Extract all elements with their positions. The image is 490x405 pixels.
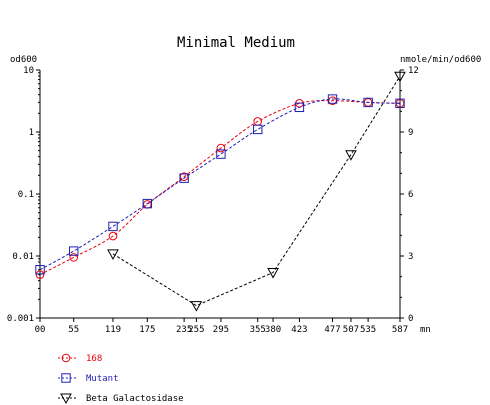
- x-tick-label: 587: [392, 325, 408, 335]
- data-point-168: [69, 253, 79, 262]
- x-unit-label: mn: [420, 325, 431, 335]
- x-tick-label: 295: [213, 325, 229, 335]
- data-point-mutant: [216, 149, 226, 159]
- x-tick-label: 00: [35, 325, 46, 335]
- legend-marker-beta-galactosidase: [60, 393, 72, 405]
- data-point-mutant: [108, 221, 118, 232]
- data-point-beta-galactosidase: [267, 268, 279, 279]
- legend-marker-168: [61, 353, 71, 363]
- x-tick-label: 380: [265, 325, 281, 335]
- x-tick-label: 175: [139, 325, 155, 335]
- data-point-mutant: [253, 124, 263, 135]
- left-tick-label: 10: [23, 66, 34, 76]
- data-point-beta-galactosidase: [394, 71, 406, 83]
- series-line-168: [39, 100, 401, 276]
- data-point-mutant: [179, 173, 189, 183]
- x-tick-label: 477: [324, 325, 340, 335]
- data-point-mutant: [363, 97, 373, 108]
- right-tick-label: 3: [408, 252, 413, 262]
- x-tick-label: 255: [188, 325, 204, 335]
- data-point-168: [108, 231, 118, 241]
- data-point-beta-galactosidase: [107, 249, 119, 260]
- legend-label-mutant: Mutant: [86, 374, 119, 384]
- data-point-beta-galactosidase: [190, 301, 203, 312]
- left-tick-label: 0.01: [12, 252, 34, 262]
- right-tick-label: 9: [408, 128, 413, 138]
- right-tick-label: 6: [408, 190, 413, 200]
- chart-title: Minimal Medium: [177, 35, 295, 51]
- legend-label-168: 168: [86, 354, 102, 364]
- x-tick-label: 55: [68, 325, 79, 335]
- data-point-mutant: [142, 198, 153, 209]
- data-point-168: [35, 270, 45, 279]
- right-axis-label: nmole/min/od600: [400, 55, 481, 65]
- x-tick-label: 355: [250, 325, 266, 335]
- left-axis-label: od600: [10, 55, 37, 65]
- data-point-mutant: [395, 98, 405, 109]
- data-point-beta-galactosidase: [345, 150, 357, 161]
- left-tick-label: 0.001: [7, 314, 34, 324]
- legend: 168 Mutant Beta Galactosidase: [58, 353, 184, 405]
- series-line-beta-galactosidase: [112, 75, 401, 307]
- x-tick-label: 235: [176, 325, 192, 335]
- x-tick-label: 119: [105, 325, 121, 335]
- data-point-168: [143, 200, 152, 209]
- data-point-mutant: [294, 102, 305, 113]
- x-tick-label: 423: [291, 325, 307, 335]
- left-tick-label: 1: [29, 128, 34, 138]
- data-point-mutant: [69, 246, 79, 256]
- right-tick-label: 12: [408, 66, 419, 76]
- right-tick-label: 0: [408, 314, 413, 324]
- x-tick-label: 535: [360, 325, 376, 335]
- legend-label-beta-galactosidase: Beta Galactosidase: [86, 394, 184, 404]
- left-tick-label: 0.1: [18, 190, 34, 200]
- legend-marker-mutant: [61, 373, 71, 383]
- data-point-mutant: [327, 94, 338, 104]
- data-point-mutant: [35, 265, 45, 275]
- data-point-168: [216, 143, 226, 153]
- series-line-mutant: [39, 98, 401, 271]
- x-tick-label: 507: [343, 325, 359, 335]
